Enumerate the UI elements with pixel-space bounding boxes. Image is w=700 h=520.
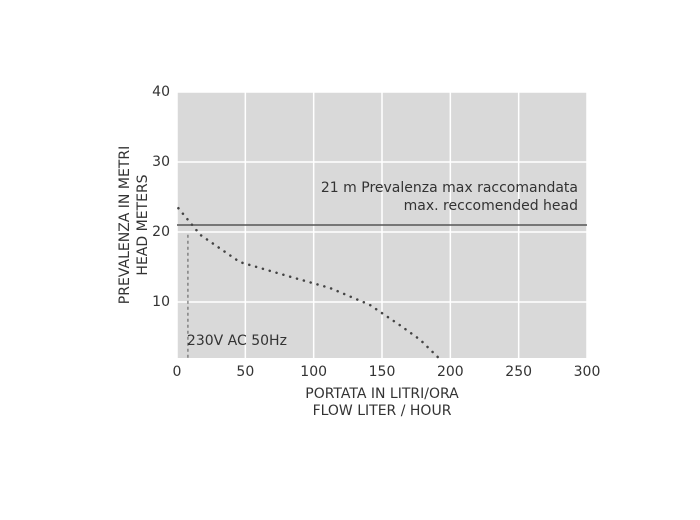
y-tick-label: 30 xyxy=(152,154,170,170)
x-axis-title: PORTATA IN LITRI/ORA xyxy=(305,386,459,402)
annotation: 21 m Prevalenza max raccomandata xyxy=(321,180,578,196)
x-axis-title: FLOW LITER / HOUR xyxy=(313,403,452,419)
x-tick-label: 150 xyxy=(369,364,396,380)
x-tick-label: 0 xyxy=(173,364,182,380)
y-axis-title: PREVALENZA IN METRI xyxy=(117,146,133,304)
curve xyxy=(177,206,440,359)
y-axis-title: HEAD METERS xyxy=(135,174,151,275)
x-tick-label: 300 xyxy=(574,364,601,380)
x-tick-label: 100 xyxy=(300,364,327,380)
x-tick-label: 200 xyxy=(437,364,464,380)
y-tick-label: 20 xyxy=(152,224,170,240)
y-tick-label: 10 xyxy=(152,294,170,310)
annotation: 230V AC 50Hz xyxy=(187,333,287,349)
x-tick-label: 50 xyxy=(236,364,254,380)
x-tick-label: 250 xyxy=(505,364,532,380)
annotation: max. reccomended head xyxy=(404,198,578,214)
y-tick-label: 40 xyxy=(152,84,170,100)
